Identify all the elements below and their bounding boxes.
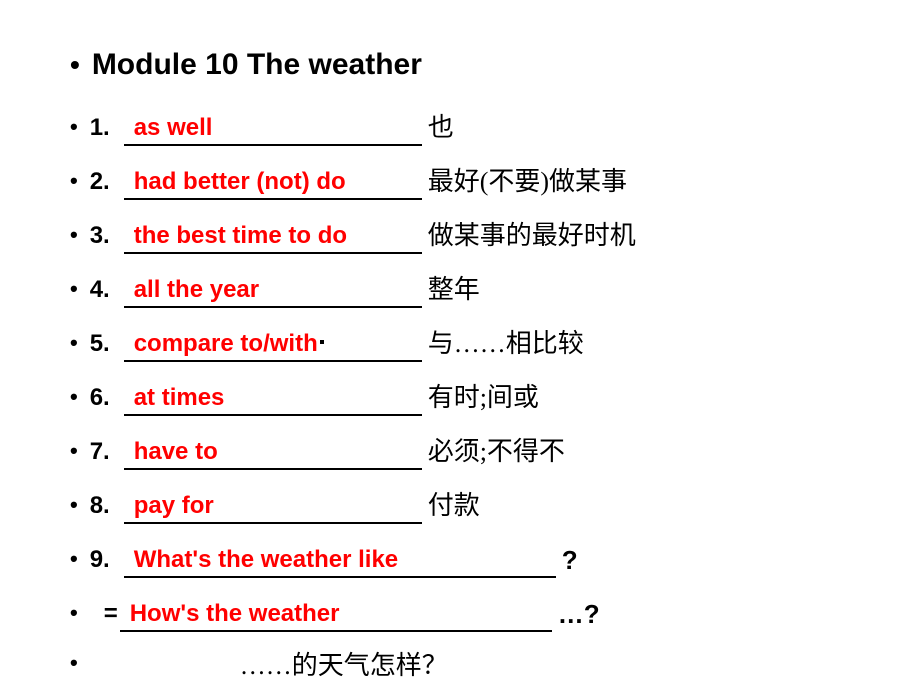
- item-number: 5.: [90, 330, 116, 362]
- item-row: • 1. as well 也: [70, 100, 850, 146]
- last-meaning-row: • ……的天气怎样？: [70, 640, 850, 686]
- item-row-9: • 9. What's the weather like ?: [70, 532, 850, 578]
- answer-text: pay for: [134, 492, 214, 520]
- answer-text: How's the weather: [130, 600, 340, 628]
- answer-text: all the year: [134, 276, 259, 304]
- bullet-icon: •: [70, 49, 80, 81]
- bullet-icon: •: [70, 650, 78, 676]
- fill-blank: compare to/with: [124, 324, 422, 362]
- bullet-icon: •: [70, 114, 78, 146]
- item-number: 1.: [90, 114, 116, 146]
- item-number: 2.: [90, 168, 116, 200]
- question-mark: …?: [558, 599, 600, 632]
- answer-text: as well: [134, 114, 213, 142]
- item-number: 3.: [90, 222, 116, 254]
- bullet-icon: •: [70, 438, 78, 470]
- bullet-icon: •: [70, 330, 78, 362]
- bullet-icon: •: [70, 600, 78, 632]
- items-list: • 1. as well 也 • 2. had better (not) do 最好(不要)做…: [70, 100, 850, 524]
- item-row: • 8. pay for 付款: [70, 478, 850, 524]
- item-number: 8.: [90, 492, 116, 524]
- fill-blank: How's the weather: [120, 594, 552, 632]
- fill-blank: had better (not) do: [124, 162, 422, 200]
- equals-row: • = How's the weather …?: [70, 586, 850, 632]
- meaning-text: 付款: [428, 485, 480, 524]
- module-title: Module 10 The weather: [92, 48, 422, 82]
- fill-blank: have to: [124, 432, 422, 470]
- bullet-icon: •: [70, 168, 78, 200]
- dot-icon: [320, 340, 324, 344]
- answer-text: compare to/with: [134, 330, 318, 358]
- item-row: • 6. at times 有时;间或: [70, 370, 850, 416]
- meaning-text: 也: [428, 107, 454, 146]
- fill-blank: pay for: [124, 486, 422, 524]
- bullet-icon: •: [70, 276, 78, 308]
- title-row: • Module 10 The weather: [70, 48, 850, 82]
- item-number: 6.: [90, 384, 116, 416]
- item-row: • 2. had better (not) do 最好(不要)做某事: [70, 154, 850, 200]
- equals-sign: =: [104, 600, 118, 632]
- question-mark: ?: [562, 545, 578, 578]
- item-row: • 7. have to 必须;不得不: [70, 424, 850, 470]
- answer-text: had better (not) do: [134, 168, 346, 196]
- item-row: • 5. compare to/with 与……相比较: [70, 316, 850, 362]
- bullet-icon: •: [70, 222, 78, 254]
- meaning-text: 做某事的最好时机: [428, 215, 636, 254]
- fill-blank: the best time to do: [124, 216, 422, 254]
- item-number: 4.: [90, 276, 116, 308]
- fill-blank: all the year: [124, 270, 422, 308]
- fill-blank: at times: [124, 378, 422, 416]
- last-meaning-text: ……的天气怎样？: [240, 645, 448, 682]
- meaning-text: 有时;间或: [428, 377, 539, 416]
- item-row: • 3. the best time to do 做某事的最好时机: [70, 208, 850, 254]
- item-number: 9.: [90, 546, 116, 578]
- meaning-text: 必须;不得不: [428, 431, 565, 470]
- answer-text: What's the weather like: [134, 546, 398, 574]
- item-number: 7.: [90, 438, 116, 470]
- bullet-icon: •: [70, 384, 78, 416]
- answer-text: have to: [134, 438, 218, 466]
- meaning-text: 整年: [428, 269, 480, 308]
- meaning-text: 最好(不要)做某事: [428, 161, 627, 200]
- fill-blank: What's the weather like: [124, 540, 556, 578]
- bullet-icon: •: [70, 546, 78, 578]
- answer-text: at times: [134, 384, 225, 412]
- fill-blank: as well: [124, 108, 422, 146]
- item-row: • 4. all the year 整年: [70, 262, 850, 308]
- bullet-icon: •: [70, 492, 78, 524]
- meaning-text: 与……相比较: [428, 323, 584, 362]
- answer-text: the best time to do: [134, 222, 347, 250]
